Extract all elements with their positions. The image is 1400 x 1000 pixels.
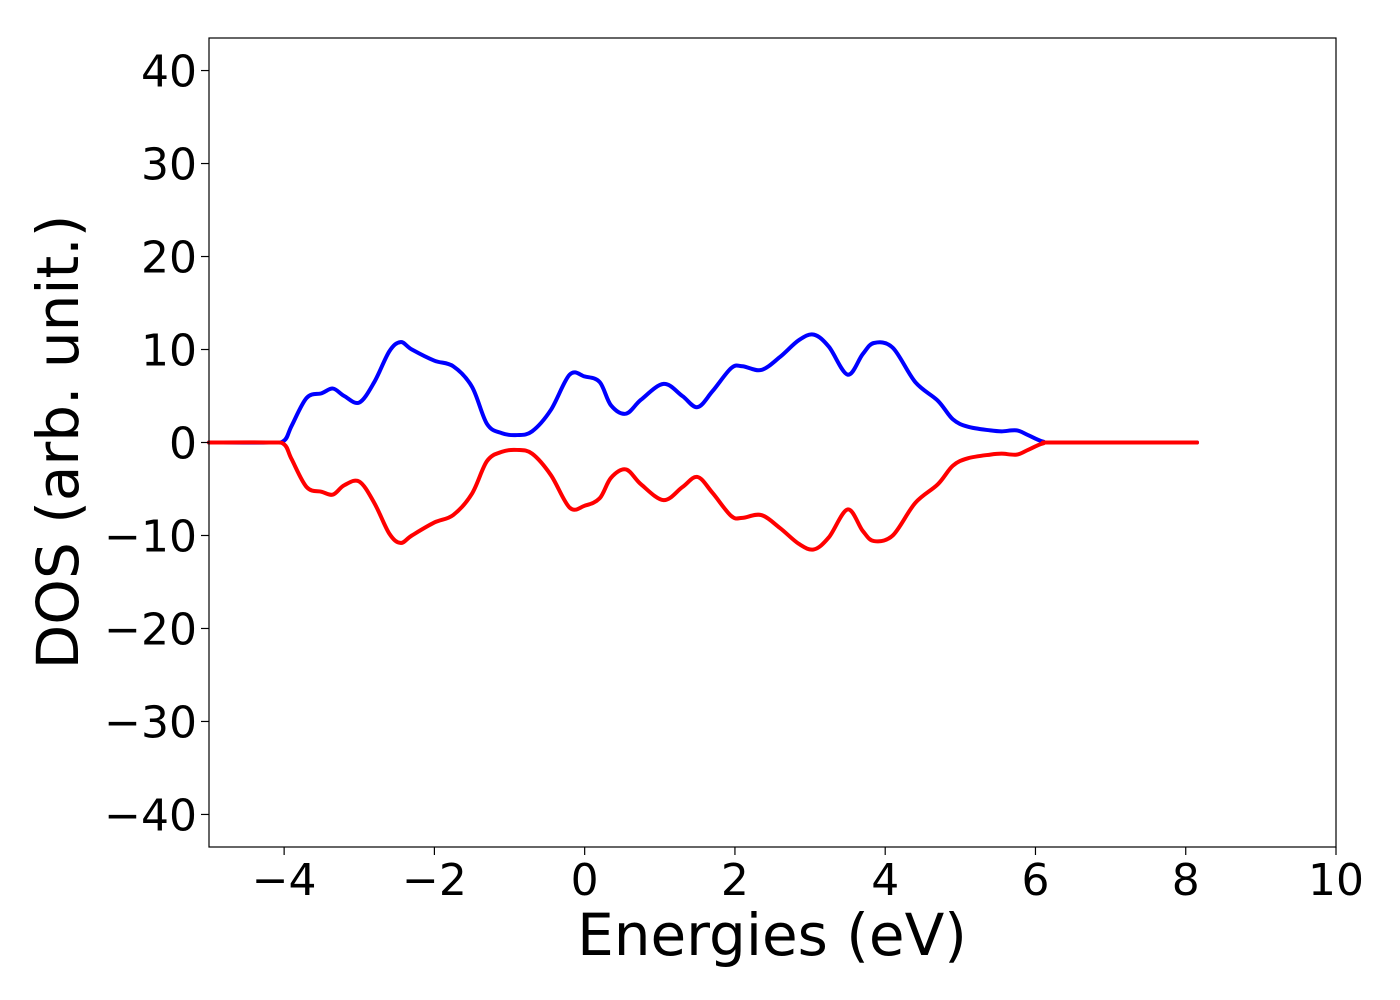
- y-tick-label: −10: [104, 511, 197, 562]
- y-axis: 40 30 20 10 0 −10 −20 −30 −40: [104, 47, 209, 841]
- y-tick-label: 10: [141, 326, 197, 377]
- x-tick-label: 2: [721, 855, 749, 906]
- y-tick-label: 30: [141, 140, 197, 191]
- series-line-0: [207, 332, 1199, 445]
- y-tick-label: −30: [104, 697, 197, 748]
- y-tick-label: 40: [141, 47, 197, 98]
- x-tick-label: 8: [1172, 855, 1200, 906]
- x-tick-label: 0: [571, 855, 599, 906]
- x-tick-label: −2: [402, 855, 467, 906]
- y-tick-label: −20: [104, 604, 197, 655]
- x-tick-label: 4: [871, 855, 899, 906]
- x-axis-title: Energies (eV): [577, 901, 967, 969]
- x-tick-label: 6: [1021, 855, 1049, 906]
- series-line-1: [207, 440, 1199, 552]
- x-tick-label: 10: [1308, 855, 1364, 906]
- x-tick-label: −4: [252, 855, 317, 906]
- series-layer: [207, 332, 1199, 552]
- y-axis-title: DOS (arb. unit.): [24, 215, 92, 670]
- x-axis: −4 −2 0 2 4 6 8 10: [252, 847, 1364, 906]
- y-tick-label: 20: [141, 233, 197, 284]
- y-tick-label: −40: [104, 790, 197, 841]
- y-tick-label: 0: [169, 419, 197, 470]
